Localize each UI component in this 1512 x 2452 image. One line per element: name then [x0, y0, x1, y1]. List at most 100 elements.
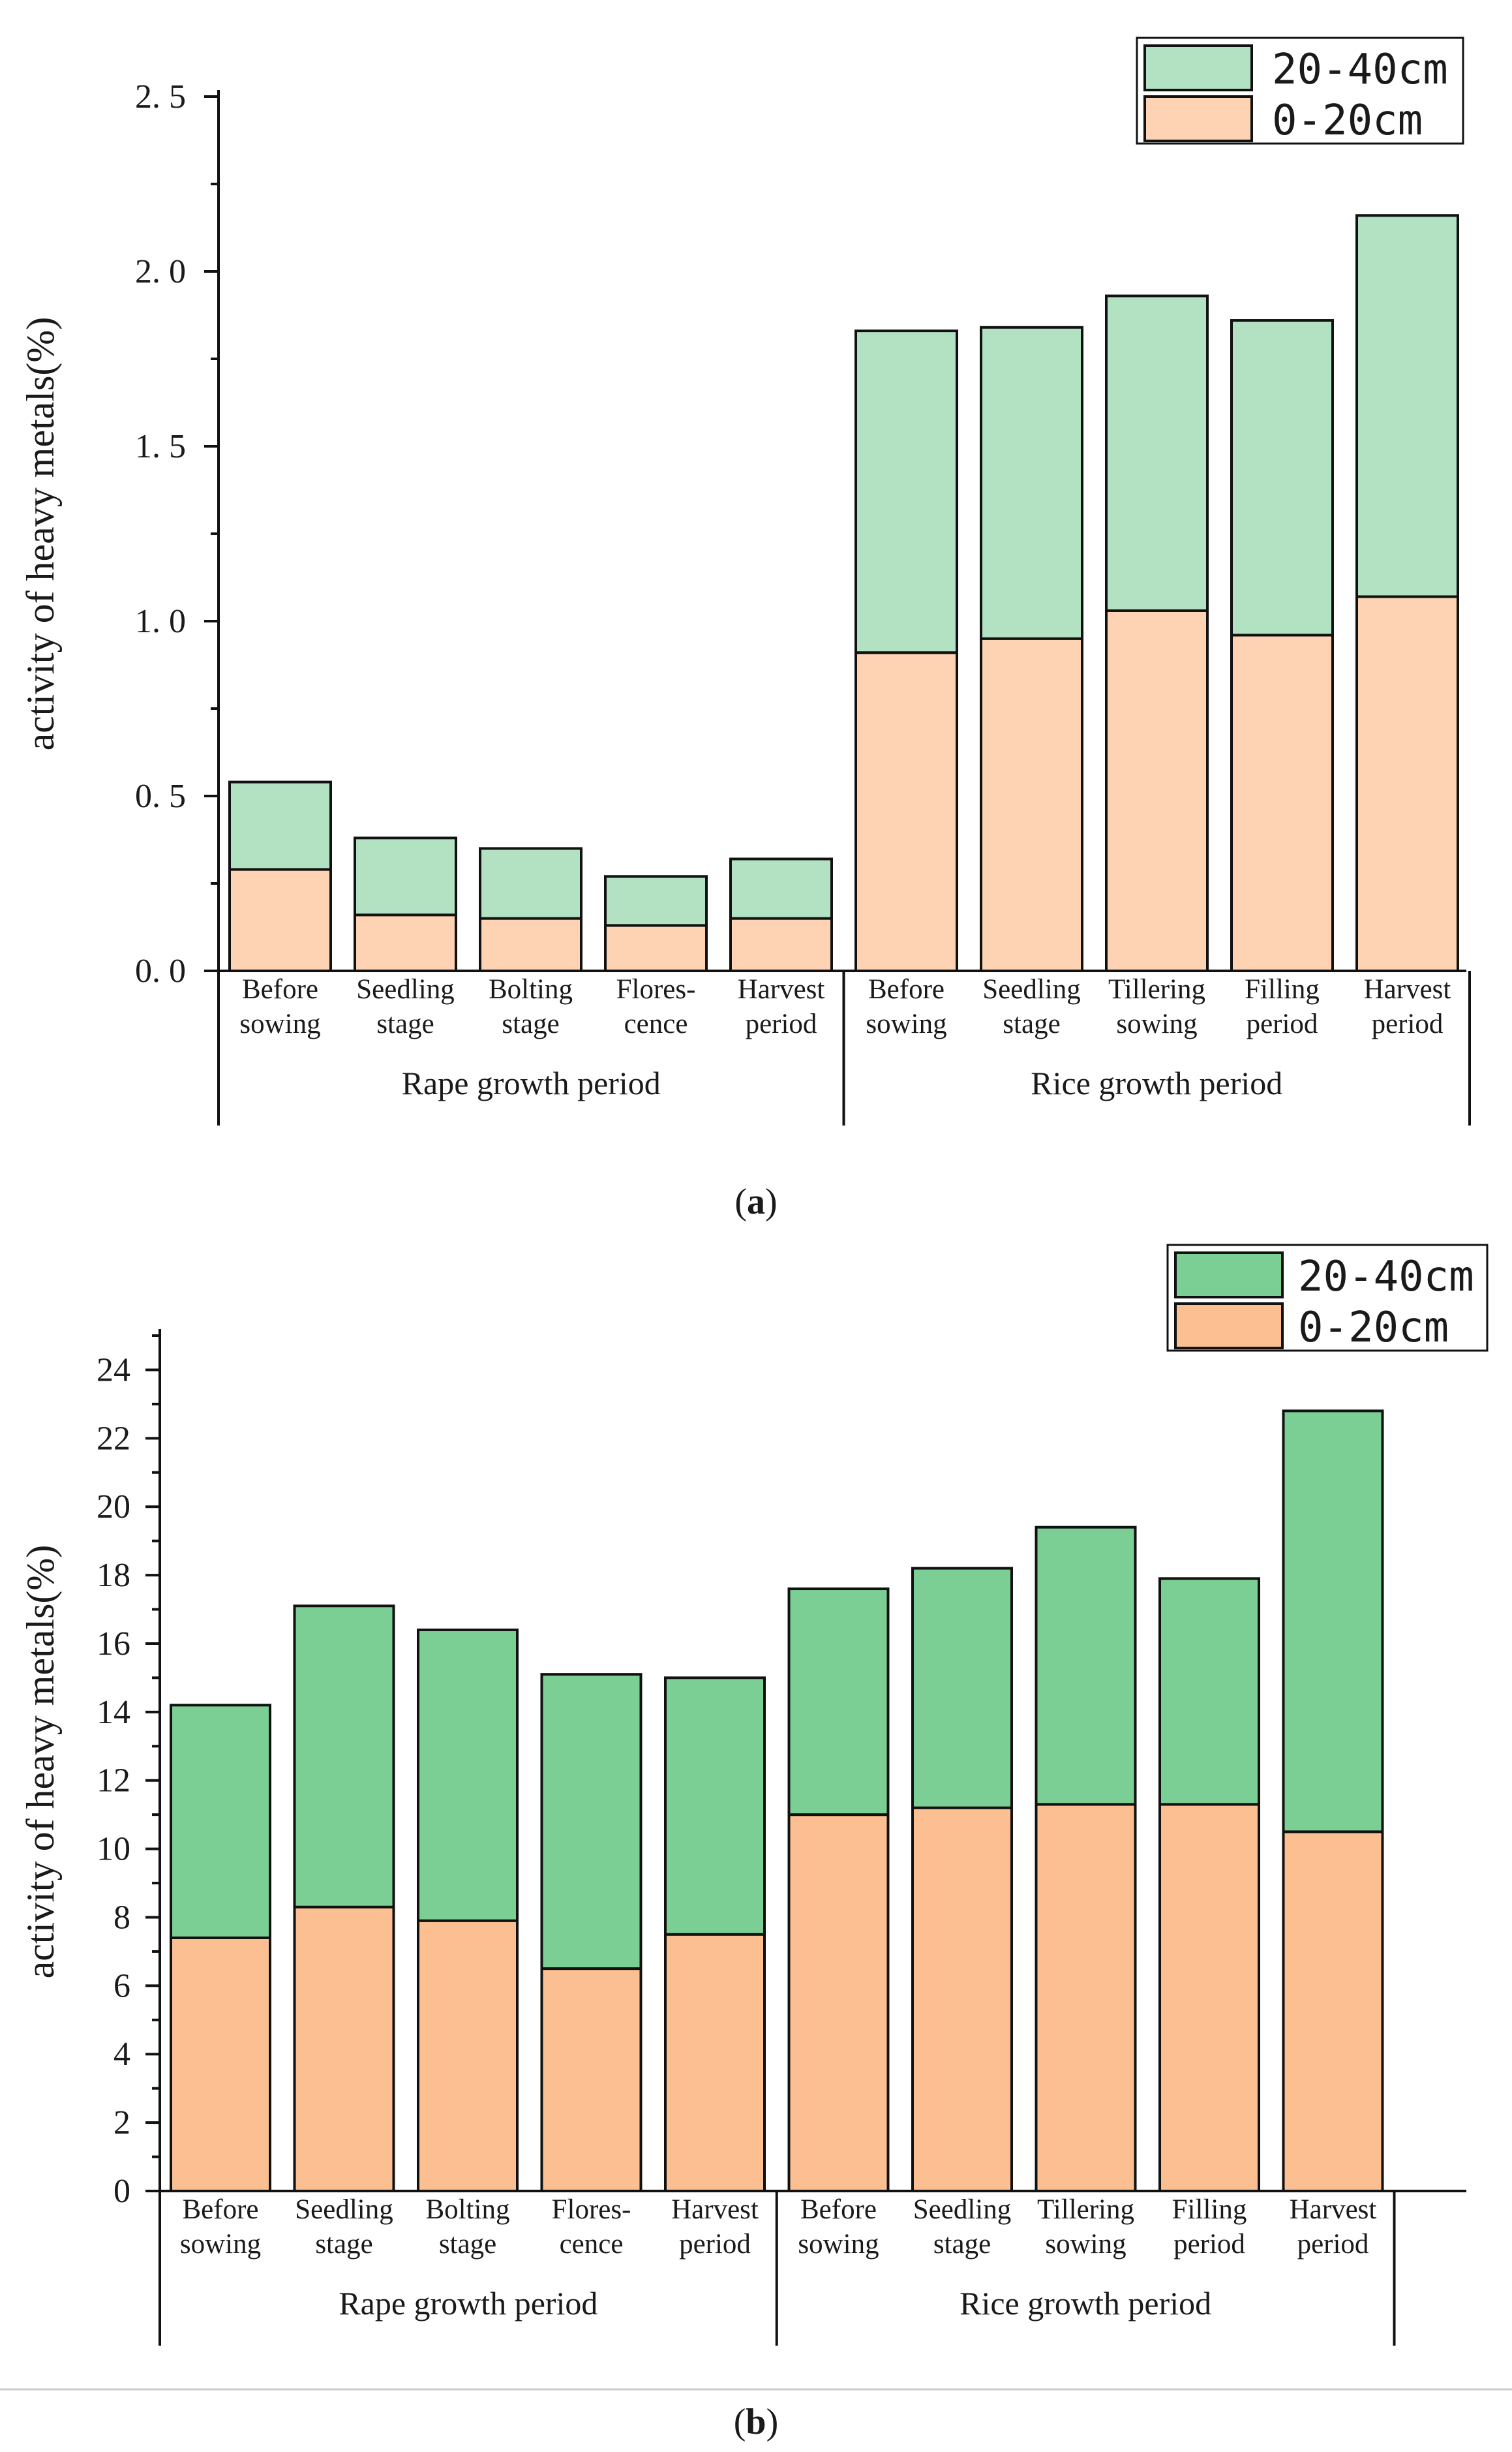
panel-b-legend-swatch-0-20cm: [1174, 1302, 1284, 1349]
panel-b-category-label-line2: sowing: [180, 2229, 261, 2260]
panel-b-category-label-line2: stage: [933, 2229, 991, 2260]
panel-a-legend-label: 20-40cm: [1272, 46, 1448, 94]
panel-a-bar-0-20cm-10: [1355, 595, 1459, 972]
panel-b-bar-0-20cm-2: [293, 1905, 395, 2193]
panel-a-category-label-line2: stage: [502, 1009, 559, 1039]
panel-b-bar-0-20cm-1: [170, 1936, 271, 2193]
panel-a-y-tick-label: 1. 5: [135, 428, 186, 465]
panel-a-y-tick-label: 1. 0: [135, 603, 186, 640]
panel-a-category-label-line2: cence: [624, 1009, 688, 1039]
panel-a-y-tick-label: 0. 5: [135, 778, 186, 815]
panel-a-category-label-line1: Seedling: [982, 974, 1080, 1005]
panel-a-category-label-line2: stage: [1003, 1009, 1060, 1039]
panel-b-category-label-line1: Filling: [1172, 2194, 1247, 2225]
panel-b-caption-open: (: [734, 2402, 746, 2442]
panel-b-group-label: Rape growth period: [339, 2285, 597, 2322]
panel-b-bar-0-20cm-10: [1282, 1830, 1384, 2192]
panel-b-bar-20-40cm-6: [787, 1587, 890, 1816]
chart-panel-a: 0. 0 0. 5 1. 0 1. 5 2. 0 2. 5 activity of heav…: [19, 37, 1471, 1222]
panel-a-y-tick-label: 0. 0: [135, 953, 186, 990]
panel-a-caption-close: ): [765, 1182, 778, 1222]
panel-b-bar-20-40cm-5: [664, 1676, 766, 1936]
panel-a-bar-0-20cm-7: [980, 637, 1083, 972]
panel-a-category-label-line1: Filling: [1245, 974, 1320, 1005]
panel-b-bar-20-40cm-2: [293, 1604, 395, 1908]
panel-a-caption: (a): [734, 1182, 777, 1222]
panel-a-y-axis-label: activity of heavy metals(%): [19, 317, 62, 751]
panel-b-y-tick-label: 22: [97, 1420, 130, 1457]
panel-a-bar-20-40cm-2: [354, 836, 457, 917]
panel-a-category-label-line2: period: [1247, 1009, 1318, 1039]
panel-a-category-label-line1: Before: [242, 974, 318, 1005]
panel-a-bar-20-40cm-10: [1355, 214, 1459, 598]
panel-b-y-tick-label: 0: [113, 2173, 130, 2210]
panel-b-category-label-line2: period: [1297, 2229, 1369, 2260]
panel-a-category-label-line1: Flores-: [616, 974, 696, 1005]
panel-b-category-label-line1: Harvest: [671, 2194, 759, 2225]
panel-a-y-tick-label: 2. 5: [135, 78, 186, 115]
panel-b-bar-0-20cm-8: [1035, 1803, 1137, 2192]
panel-b-y-tick-label: 24: [97, 1351, 130, 1388]
panel-b-legend-label: 20-40cm: [1298, 1253, 1474, 1301]
panel-b-bar-20-40cm-10: [1282, 1409, 1384, 1833]
panel-b-category-label-line1: Seedling: [913, 2194, 1011, 2225]
panel-b-y-tick-label: 4: [113, 2036, 130, 2073]
panel-a-bar-20-40cm-5: [729, 857, 833, 920]
panel-a-bar-20-40cm-4: [604, 875, 708, 927]
panel-a-bar-20-40cm-6: [854, 329, 958, 654]
panel-a-bar-0-20cm-2: [354, 913, 457, 972]
panel-a-category-label-line2: sowing: [866, 1009, 946, 1039]
panel-a-legend-swatch-0-20cm: [1143, 95, 1253, 142]
panel-b-category-label-line1: Harvest: [1290, 2194, 1377, 2225]
panel-b-bar-0-20cm-5: [664, 1933, 766, 2192]
panel-b-bar-20-40cm-1: [170, 1704, 271, 1939]
panel-b-y-tick-label: 14: [97, 1694, 130, 1731]
panel-b-caption-close: ): [766, 2402, 779, 2442]
panel-b-group-label: Rice growth period: [960, 2285, 1211, 2322]
panel-b-bar-20-40cm-3: [417, 1628, 519, 1922]
panel-b-bar-0-20cm-7: [911, 1806, 1013, 2193]
panel-b-y-tick-label: 18: [97, 1557, 130, 1594]
panel-b-category-label-line2: stage: [439, 2229, 496, 2260]
panel-a-bar-0-20cm-6: [854, 651, 958, 972]
panel-a-bar-20-40cm-9: [1230, 319, 1334, 637]
panel-b-y-tick-label: 16: [97, 1625, 130, 1663]
panel-a-category-label-line1: Before: [868, 974, 945, 1005]
panel-a-category-label-line2: stage: [376, 1009, 434, 1039]
panel-a-category-label-line2: sowing: [1116, 1009, 1197, 1039]
panel-b-category-label-line1: Seedling: [295, 2194, 393, 2225]
panel-b-category-label-line2: sowing: [1045, 2229, 1126, 2260]
panel-a-category-label-line2: sowing: [239, 1009, 320, 1039]
panel-b-bar-0-20cm-9: [1158, 1803, 1260, 2192]
panel-b-bar-0-20cm-6: [787, 1813, 890, 2192]
panel-b-category-label-line1: Bolting: [425, 2194, 509, 2225]
panel-a-category-label-line1: Harvest: [738, 974, 825, 1005]
panel-b-bar-20-40cm-8: [1035, 1525, 1137, 1806]
panel-b-category-label-line2: period: [679, 2229, 751, 2260]
panel-a-bar-0-20cm-3: [479, 917, 582, 972]
panel-a-bar-20-40cm-1: [228, 780, 332, 871]
panel-a-bar-0-20cm-9: [1230, 634, 1334, 972]
panel-b-bar-20-40cm-4: [540, 1673, 643, 1970]
panel-b-y-tick-label: 12: [97, 1762, 130, 1800]
panel-b-y-tick-label: 6: [113, 1967, 130, 2004]
panel-b-caption: (b): [734, 2402, 778, 2442]
panel-b-legend-swatch-20-40cm: [1174, 1251, 1284, 1298]
panel-b-y-axis-label: activity of heavy metals(%): [19, 1545, 62, 1979]
panel-a-bar-0-20cm-5: [729, 917, 833, 972]
panel-a-bar-0-20cm-1: [228, 868, 332, 973]
panel-b-category-label-line1: Flores-: [552, 2194, 631, 2225]
panel-b-category-label-line1: Before: [183, 2194, 259, 2225]
panel-a-category-label-line2: period: [1372, 1009, 1444, 1039]
panel-a-caption-letter: a: [747, 1182, 765, 1222]
panel-b-bar-20-40cm-9: [1158, 1577, 1260, 1806]
panel-b-category-label-line2: cence: [560, 2229, 624, 2260]
panel-b-bar-20-40cm-7: [911, 1567, 1013, 1809]
panel-a-group-label: Rape growth period: [402, 1065, 661, 1101]
panel-a-category-label-line1: Seedling: [356, 974, 454, 1005]
panel-a-legend-swatch-20-40cm: [1143, 44, 1253, 91]
panel-b-category-label-line2: stage: [315, 2229, 372, 2260]
panel-b-y-tick-label: 2: [113, 2104, 130, 2141]
